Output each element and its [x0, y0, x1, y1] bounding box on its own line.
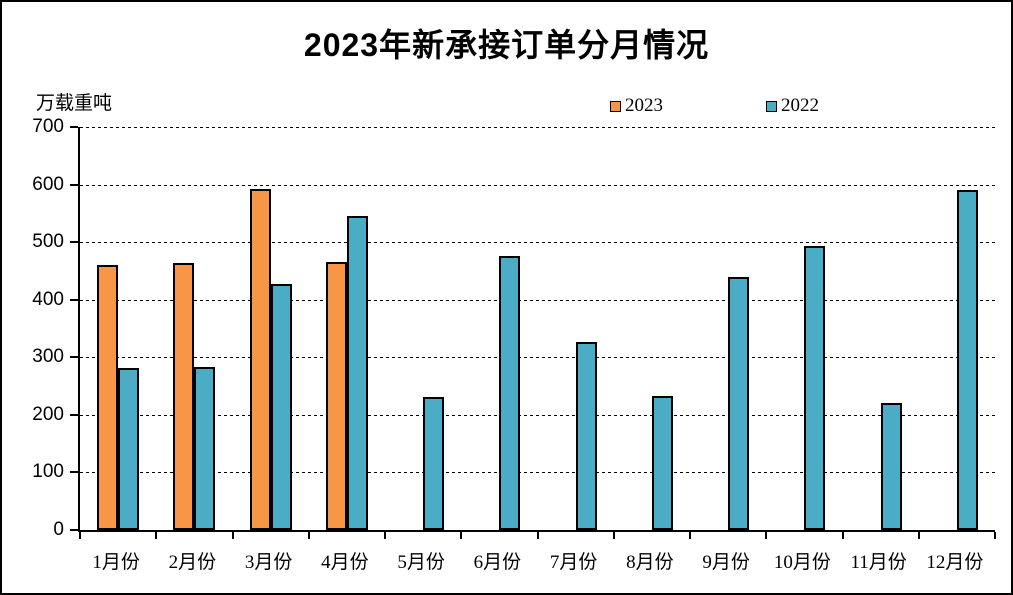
gridline-600 [80, 184, 995, 186]
y-tick-label-600: 600 [32, 173, 64, 195]
x-tick-8 [689, 532, 691, 539]
x-tick-0 [79, 532, 81, 539]
x-category-label-1月份: 1月份 [92, 552, 140, 573]
gridline-100 [80, 472, 995, 474]
y-tick-label-500: 500 [32, 231, 64, 253]
y-tick-label-700: 700 [32, 116, 64, 137]
x-tick-10 [841, 532, 844, 539]
gridline-500 [80, 242, 995, 244]
bar-2022-3月份 [270, 284, 292, 530]
x-tick-12 [994, 532, 996, 539]
y-axis-unit-label: 万载重吨 [36, 93, 113, 114]
y-tick-500 [70, 241, 78, 244]
x-category-label-3月份: 3月份 [244, 552, 293, 573]
x-tick-3 [307, 532, 310, 539]
y-tick-100 [70, 471, 78, 474]
bar-2022-10月份 [804, 246, 826, 530]
y-tick-0 [70, 529, 78, 531]
y-tick-label-100: 100 [32, 461, 64, 483]
x-category-label-4月份: 4月份 [321, 552, 369, 573]
y-tick-600 [70, 183, 78, 186]
x-tick-7 [612, 532, 615, 539]
bar-2023-1月份 [97, 265, 119, 530]
x-tick-6 [536, 532, 539, 539]
y-tick-label-300: 300 [32, 346, 64, 368]
x-category-label-9月份: 9月份 [702, 552, 750, 573]
chart-title: 2023年新承接订单分月情况 [303, 27, 710, 63]
x-category-label-8月份: 8月份 [626, 552, 674, 573]
y-tick-300 [70, 356, 78, 359]
y-tick-label-200: 200 [32, 403, 64, 425]
y-tick-200 [70, 413, 78, 416]
bar-2023-3月份 [249, 189, 271, 530]
x-tick-11 [917, 532, 920, 539]
bar-2022-9月份 [728, 277, 750, 530]
bar-2022-1月份 [118, 368, 140, 530]
x-category-label-10月份: 10月份 [773, 552, 831, 573]
bar-2022-5月份 [423, 397, 445, 530]
x-tick-2 [231, 532, 234, 539]
gridline-400 [80, 299, 995, 301]
y-tick-label-400: 400 [32, 288, 64, 310]
x-category-label-7月份: 7月份 [549, 552, 598, 573]
y-tick-label-0: 0 [53, 519, 64, 540]
legend-label-2023: 2023 [625, 95, 663, 116]
x-tick-1 [155, 532, 158, 539]
y-tick-700 [70, 126, 78, 128]
x-tick-4 [384, 532, 386, 539]
bar-2022-8月份 [651, 396, 673, 530]
bar-2022-6月份 [499, 256, 521, 530]
gridline-300 [80, 357, 995, 359]
y-tick-400 [70, 298, 78, 301]
legend-swatch-2023-icon [610, 100, 621, 112]
x-category-label-2月份: 2月份 [168, 552, 217, 573]
bar-2022-2月份 [194, 367, 216, 530]
x-tick-9 [765, 532, 768, 539]
bar-2023-4月份 [325, 262, 347, 530]
x-category-label-12月份: 12月份 [926, 552, 984, 573]
x-category-label-6月份: 6月份 [473, 552, 522, 573]
legend-label-2022: 2022 [781, 95, 819, 116]
x-category-label-11月份: 11月份 [850, 552, 907, 573]
bar-2023-2月份 [173, 263, 195, 530]
legend-swatch-2022-icon [766, 100, 777, 112]
x-tick-5 [460, 532, 463, 539]
legend-item-2022: 2022 [766, 95, 819, 117]
bar-2022-11月份 [880, 403, 902, 530]
bar-2022-7月份 [575, 342, 597, 530]
plot-area [70, 126, 996, 539]
x-category-label-5月份: 5月份 [397, 552, 445, 573]
bar-2022-12月份 [956, 190, 978, 530]
legend-item-2023: 2023 [610, 95, 663, 117]
gridline-200 [80, 414, 995, 416]
gridline-700 [80, 127, 995, 128]
bar-2022-4月份 [346, 216, 368, 530]
